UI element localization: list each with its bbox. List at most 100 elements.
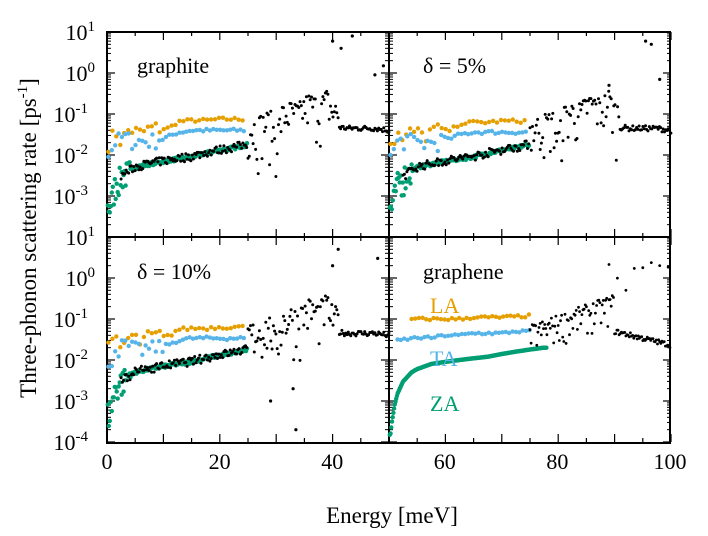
optical-point — [237, 347, 241, 351]
optical-point — [142, 368, 146, 372]
la-point — [498, 117, 504, 123]
optical-point — [194, 361, 198, 365]
ta-point — [187, 335, 192, 340]
optical-point — [178, 362, 181, 365]
y-tick-label: 101 — [66, 19, 96, 45]
la-point — [504, 313, 510, 319]
optical-point — [646, 129, 650, 133]
y-tick-label: 100 — [66, 60, 96, 86]
ta-point — [234, 336, 240, 341]
la-point — [145, 329, 151, 334]
x-tick-label: 60 — [434, 449, 456, 474]
optical-point — [214, 352, 218, 356]
ta-point — [395, 337, 400, 342]
optical-point — [279, 130, 283, 134]
za-point — [107, 418, 113, 424]
la-point — [197, 325, 202, 331]
ta-point — [126, 131, 131, 136]
ta-point — [456, 332, 461, 338]
ta-point — [221, 128, 226, 133]
optical-point — [342, 334, 346, 338]
optical-point — [623, 331, 627, 334]
optical-point — [570, 317, 574, 321]
optical-point — [599, 121, 603, 125]
optical-point — [230, 150, 233, 154]
za-point — [403, 186, 408, 191]
optical-point — [557, 130, 561, 134]
optical-point — [659, 126, 663, 130]
optical-point — [534, 324, 537, 328]
ta-point — [160, 349, 165, 355]
ta-point — [211, 336, 216, 341]
la-point — [427, 317, 433, 323]
optical-point — [631, 124, 635, 128]
y-tick-base: 10 — [54, 102, 76, 127]
optical-point — [402, 172, 406, 176]
y-tick-exp: -4 — [76, 429, 89, 445]
ta-point — [129, 339, 135, 344]
za-point — [391, 410, 396, 415]
optical-point — [198, 156, 202, 160]
ta-point — [173, 132, 179, 137]
optical-point — [245, 146, 249, 149]
optical-point — [375, 333, 379, 337]
ta-point — [129, 146, 135, 152]
la-point — [149, 331, 154, 336]
optical-point — [461, 157, 465, 161]
optical-point — [150, 370, 154, 374]
optical-point — [261, 336, 265, 340]
ta-point — [207, 335, 213, 340]
optical-point — [418, 161, 422, 165]
ta-point — [489, 128, 495, 134]
optical-point — [590, 332, 594, 335]
ta-point — [140, 138, 145, 143]
optical-point — [132, 373, 136, 377]
ta-point — [432, 140, 437, 146]
optical-point — [330, 303, 334, 307]
y-tick-label: 10-2 — [54, 142, 89, 168]
optical-point — [174, 363, 178, 367]
ta-point — [439, 333, 444, 338]
optical-point — [569, 113, 573, 117]
optical-point — [162, 156, 166, 160]
la-point — [204, 117, 210, 122]
za-point — [393, 189, 398, 194]
ta-point — [493, 131, 498, 136]
ta-point — [153, 349, 158, 354]
optical-point — [594, 311, 597, 315]
spike-point — [624, 288, 628, 292]
ta-point — [520, 130, 525, 135]
optical-point — [260, 157, 264, 161]
optical-point — [439, 159, 443, 163]
optical-point — [568, 333, 571, 337]
la-point — [497, 315, 502, 320]
la-point — [228, 326, 233, 331]
optical-point — [660, 130, 664, 134]
optical-point — [269, 339, 273, 343]
optical-point — [331, 115, 335, 119]
la-point — [133, 125, 139, 131]
optical-point — [127, 171, 131, 175]
optical-point — [266, 113, 270, 117]
optical-point — [119, 376, 123, 380]
ta-point — [418, 139, 424, 144]
optical-point — [637, 124, 641, 128]
ta-point — [160, 137, 165, 143]
ta-point — [201, 336, 206, 341]
la-point — [435, 122, 440, 127]
optical-point — [556, 324, 560, 327]
ta-point — [217, 336, 223, 341]
optical-point — [202, 154, 206, 157]
la-point — [173, 122, 178, 128]
la-point — [240, 118, 245, 123]
ta-point — [449, 136, 454, 141]
optical-point — [260, 355, 264, 359]
la-point — [232, 115, 237, 121]
y-tick-base: 10 — [66, 225, 88, 250]
optical-point — [533, 131, 537, 135]
ta-point — [190, 128, 196, 134]
optical-point — [349, 334, 353, 338]
ta-point — [408, 336, 414, 341]
y-tick-exp: -3 — [76, 388, 89, 404]
